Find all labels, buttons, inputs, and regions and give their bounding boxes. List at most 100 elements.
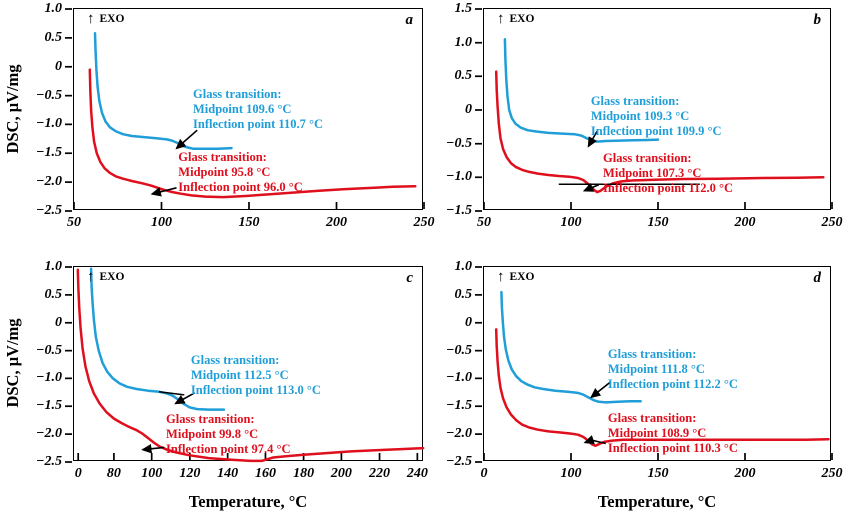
x-tick-label: 200 [326,215,347,230]
blue-curve [500,290,642,404]
panel-a: ↑ EXO a 1.0 0.5 0 −0.5 −1.0 −1.5 −2.0 −2.5 50 100… [36,2,434,230]
x-tick-label: 150 [647,215,669,230]
x-tick-label: 100 [151,215,172,230]
y-tick-label: −1.0 [446,370,472,386]
y-tick-label: 1.0 [454,259,473,274]
red-glass-transition-annotation: Glass transition: Midpoint 108.9 °C Inflec… [608,411,738,456]
annotation-arrow [590,381,611,399]
x-tick-label: 150 [647,466,669,481]
y-tick-label: −2.0 [36,174,62,190]
annotation-line: Midpoint 107.3 °C [603,166,702,181]
x-tick-label: 240 [406,466,428,481]
annotation-line: Midpoint 112.5 °C [190,367,289,382]
exo-annotation: ↑ EXO [87,11,125,27]
annotation-line: Midpoint 95.8 °C [178,165,271,180]
annotation-line: Inflection point 110.7 °C [193,116,324,131]
y-tick-label: 0.5 [454,68,473,84]
annotation-line: Midpoint 99.8 °C [166,427,259,442]
y-tick-label: 0.5 [44,286,63,302]
panel-letter-c: c [406,270,413,286]
panel-letter-a: a [405,12,414,28]
annotation-line: Inflection point 109.9 °C [590,123,722,138]
y-tick-label: −1.0 [446,169,472,185]
y-axis-title-row1: DSC, μV/mg [3,64,22,154]
x-tick-label: 160 [254,466,276,481]
y-tick-label: −2.5 [36,454,62,469]
blue-glass-transition-annotation: Glass transition: Midpoint 109.3 °C Inflec… [591,94,722,139]
exo-annotation: ↑ EXO [497,269,534,285]
x-tick-label: 100 [141,466,163,481]
y-tick-label: −1.5 [36,145,62,161]
x-tick-label: 220 [369,466,391,481]
y-tick-label: 1.5 [454,1,473,16]
annotation-line: Glass transition: [590,93,680,108]
x-tick-label: 0 [480,466,488,481]
annotation-line: Midpoint 111.8 °C [607,361,705,376]
y-tick-label: 0 [465,102,472,117]
annotation-line: Glass transition: [178,150,267,165]
x-tick-label: 150 [238,215,260,230]
y-tick-label: −1.0 [36,116,62,132]
x-tick-label: 200 [330,466,352,481]
y-tick-label: −2.0 [36,426,62,442]
y-tick-label: −2.5 [36,203,62,218]
panel-c: ↑ EXO c 1.0 0.5 0 −0.5 −1.0 −1.5 −2.0 −2.5 0 80 10… [36,260,428,481]
annotation-arrow [582,182,600,192]
panel-b: ↑ EXO b 1.5 1.0 0.5 0 −0.5 −1.0 −1.5 50 100 150 20… [446,2,842,230]
exo-annotation: ↑ EXO [497,11,534,27]
annotation-arrow [150,187,177,197]
annotation-line: Inflection point 113.0 °C [190,382,321,397]
red-glass-transition-annotation: Glass transition: Midpoint 99.8 °C Inflect… [166,412,290,457]
x-axis-title-c: Temperature, °C [188,492,308,511]
red-curve [494,328,830,448]
x-tick-label: 250 [821,215,843,230]
y-tick-label: −0.5 [446,135,472,151]
annotation-line: Inflection point 112.2 °C [607,376,738,391]
y-tick-label: 0 [55,58,62,74]
y-tick-label: −1.5 [446,203,472,218]
annotation-line: Inflection point 112.0 °C [603,181,734,196]
exo-up-arrow-icon: ↑ [497,269,505,285]
y-tick-label: −2.5 [446,454,472,469]
exo-up-arrow-icon: ↑ [497,11,505,27]
exo-up-arrow-icon: ↑ [87,11,95,27]
exo-label: EXO [99,271,125,283]
annotation-line: Glass transition: [190,352,280,367]
y-tick-label: −0.5 [36,87,62,103]
blue-curve [89,267,226,411]
panel-d: ↑ EXO d 1.0 0.5 0 −0.5 −1.0 −1.5 −2.0 −2.5 0 100 1… [446,260,842,481]
x-tick-label: 0 [74,466,82,481]
annotation-arrow [587,130,598,148]
annotation-line: Glass transition: [607,346,697,361]
x-tick-label: 100 [560,466,582,481]
blue-glass-transition-annotation: Glass transition: Midpoint 112.5 °C Inflec… [191,353,321,398]
x-tick-label: 100 [560,215,582,230]
x-tick-label: 200 [734,466,756,481]
y-tick-label: −1.5 [36,398,62,414]
annotation-line: Inflection point 97.4 °C [166,442,291,457]
y-tick-label: −1.0 [36,370,62,386]
red-curve [76,268,425,463]
panel-letter-b: b [813,12,822,28]
annotation-line: Midpoint 109.3 °C [590,108,690,123]
y-axis-title-row2: DSC, μV/mg [3,318,22,408]
tangent-line [158,391,185,396]
y-tick-label: −1.5 [446,398,472,414]
panel-a-curves-svg [65,8,425,212]
annotation-arrow [174,392,196,405]
annotation-arrow [175,129,198,150]
y-tick-label: 0 [55,314,62,330]
red-glass-transition-annotation: Glass transition: Midpoint 95.8 °C Inflect… [178,150,302,195]
blue-glass-transition-annotation: Glass transition: Midpoint 111.8 °C Inflec… [608,347,738,392]
annotation-line: Glass transition: [193,86,282,101]
panel-b-curves-svg [475,8,833,212]
x-tick-label: 250 [413,215,435,230]
annotation-arrow [583,435,606,445]
blue-curve [503,38,660,143]
exo-annotation: ↑ EXO [87,269,125,285]
exo-label: EXO [99,13,125,25]
exo-up-arrow-icon: ↑ [87,269,95,285]
annotation-line: Inflection point 110.3 °C [607,441,738,456]
blue-curve [93,31,233,150]
